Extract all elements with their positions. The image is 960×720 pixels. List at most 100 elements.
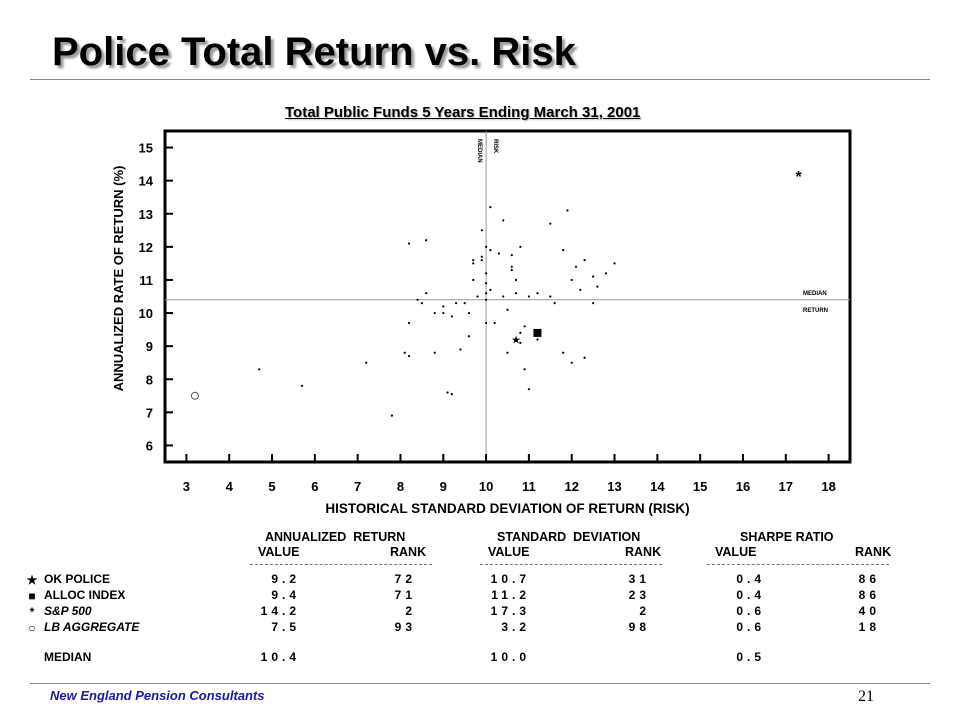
universe-point: [467, 311, 471, 315]
row-label: ALLOC INDEX: [44, 588, 126, 602]
x-tick-label: 5: [268, 479, 275, 494]
universe-point: [493, 321, 496, 325]
universe-point: [514, 278, 518, 282]
median-risk-label: RISK: [492, 139, 498, 154]
universe-point: [510, 254, 513, 257]
y-tick-label: 11: [139, 273, 153, 288]
value-cell: 0.4: [736, 588, 765, 602]
universe-point: [579, 288, 582, 291]
y-tick-label: 8: [146, 372, 153, 387]
value-cell: 11.2: [491, 588, 530, 602]
universe-point: [592, 275, 595, 278]
universe-point: [425, 292, 428, 295]
universe-point: [523, 368, 526, 371]
universe-point: [442, 305, 445, 308]
universe-point: [506, 351, 509, 354]
universe-point: [484, 245, 488, 248]
x-tick-label: 4: [226, 479, 234, 494]
universe-point: [596, 285, 599, 288]
universe-point: [604, 272, 608, 275]
universe-point: [502, 219, 505, 222]
universe-point: [416, 298, 419, 301]
universe-point: [472, 278, 475, 282]
x-axis-label: HISTORICAL STANDARD DEVIATION OF RETURN …: [325, 501, 689, 516]
x-tick-label: 3: [183, 479, 190, 494]
rank-cell: 23: [628, 588, 650, 602]
universe-point: [574, 265, 578, 268]
universe-point: [489, 288, 492, 291]
median-value-cell: 10.0: [490, 650, 530, 664]
x-tick-label: 17: [779, 479, 793, 494]
universe-point: [502, 295, 505, 298]
universe-point: [484, 292, 488, 295]
universe-point: [450, 393, 453, 396]
x-tick-label: 16: [736, 479, 750, 494]
x-tick-label: 14: [650, 479, 665, 494]
universe-point: [549, 295, 552, 298]
universe-point: [519, 331, 522, 335]
rank-cell: 72: [394, 572, 416, 586]
y-tick-label: 7: [146, 405, 153, 420]
header-underline: [250, 564, 432, 566]
x-tick-label: 13: [607, 479, 621, 494]
universe-point: [420, 302, 423, 305]
universe-point: [489, 249, 492, 252]
ok-police-marker: ★: [511, 334, 521, 347]
universe-point: [570, 361, 573, 364]
universe-point: [463, 302, 466, 305]
y-tick-label: 10: [139, 306, 153, 321]
value-cell: 17.3: [490, 604, 530, 618]
universe-point: [480, 229, 483, 232]
value-column-header: VALUE: [488, 545, 530, 559]
universe-point: [613, 262, 616, 265]
rank-cell: 86: [858, 588, 880, 602]
universe-point: [506, 308, 509, 311]
universe-point: [467, 335, 471, 338]
x-tick-label: 6: [311, 479, 318, 494]
value-cell: 9.4: [271, 588, 300, 602]
universe-point: [442, 311, 445, 315]
universe-point: [425, 239, 428, 242]
chart-title: Total Public Funds 5 Years Ending March …: [285, 104, 641, 121]
row-symbol: *: [29, 605, 35, 619]
median-return-label: MEDIAN: [803, 291, 827, 297]
rank-cell: 2: [405, 604, 416, 618]
universe-point: [514, 292, 518, 295]
lb-aggregate-marker: [190, 391, 199, 400]
value-cell: 10.7: [490, 572, 530, 586]
universe-point: [489, 206, 492, 209]
rank-cell: 18: [858, 620, 880, 634]
universe-point: [472, 258, 475, 262]
row-symbol: ○: [28, 621, 36, 635]
rank-cell: 2: [639, 604, 650, 618]
value-cell: 9.2: [271, 572, 300, 586]
universe-point: [472, 262, 475, 265]
alloc-index-marker: [533, 328, 542, 337]
median-value-cell: 10.4: [260, 650, 300, 664]
median-return-label: RETURN: [803, 308, 828, 314]
universe-point: [519, 245, 522, 248]
median-row-label: MEDIAN: [44, 650, 92, 664]
row-label: OK POLICE: [44, 572, 111, 586]
universe-point: [407, 321, 411, 325]
y-tick-label: 12: [139, 240, 153, 255]
row-label: S&P 500: [44, 604, 92, 618]
universe-point: [562, 249, 565, 252]
y-tick-label: 6: [146, 438, 153, 453]
universe-point: [455, 302, 458, 305]
footer-divider: [30, 683, 930, 684]
universe-point: [480, 255, 483, 258]
value-column-header: VALUE: [715, 545, 757, 559]
universe-point: [570, 278, 573, 282]
value-cell: 7.5: [271, 620, 300, 634]
value-cell: 0.6: [736, 604, 765, 618]
universe-point: [476, 295, 479, 298]
universe-point: [592, 302, 595, 305]
page-title: Police Total Return vs. Risk: [52, 30, 576, 74]
universe-point: [549, 222, 552, 225]
universe-point: [300, 384, 304, 387]
x-tick-label: 10: [479, 479, 493, 494]
x-tick-label: 9: [440, 479, 447, 494]
x-tick-label: 12: [564, 479, 578, 494]
rank-cell: 71: [394, 588, 416, 602]
